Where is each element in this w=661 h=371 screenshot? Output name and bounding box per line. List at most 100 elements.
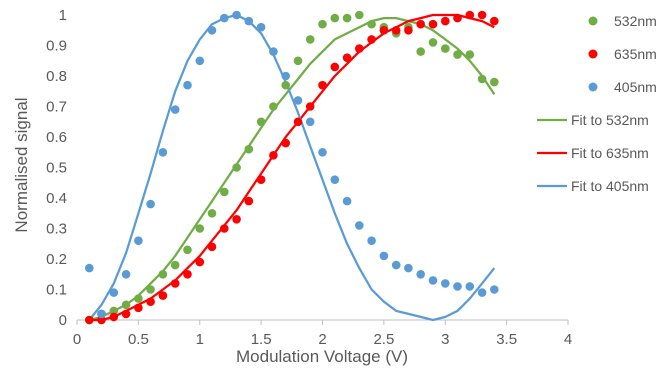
y-tick-label: 0.5 [46,160,67,177]
data-point-532nm [453,50,462,59]
data-point-532nm [330,13,340,23]
data-point-635nm [490,16,499,26]
data-point-635nm [134,303,143,313]
series-line-fit-to-405nm [88,13,496,322]
y-tick-label: 0.6 [46,129,67,146]
data-point-532nm [121,300,131,310]
data-point-405nm [465,282,475,291]
data-point-405nm [121,270,131,279]
x-tick-label: 1.5 [251,331,272,348]
data-point-532nm [441,44,450,53]
data-point-635nm [379,26,389,35]
x-tick-label: 2.5 [373,331,394,348]
data-point-635nm [465,10,475,20]
legend-label: 635nm [614,46,657,62]
data-point-405nm [244,16,254,26]
data-point-532nm [465,50,475,59]
data-point-405nm [97,309,106,319]
data-point-405nm [269,47,278,56]
data-point-405nm [477,288,487,297]
data-point-635nm [428,19,438,29]
data-point-532nm [269,102,278,111]
data-point-532nm [318,19,327,29]
data-point-532nm [305,35,315,44]
data-point-532nm [355,10,364,20]
data-point-635nm [305,102,315,111]
data-point-635nm [207,242,217,252]
y-axis-title: Normalised signal [12,97,31,232]
data-point-405nm [453,282,462,291]
data-point-405nm [416,270,426,279]
data-point-405nm [195,56,205,66]
data-point-405nm [109,288,119,297]
x-tick-label: 1 [196,331,204,348]
data-point-635nm [477,10,487,20]
data-point-635nm [342,53,352,62]
data-point-635nm [146,297,155,307]
data-point-405nm [367,236,376,245]
series-line-fit-to-532nm [89,16,496,322]
data-point-532nm [416,47,426,56]
data-point-532nm [490,77,499,87]
data-point-532nm [134,294,143,303]
data-point-532nm [220,187,229,197]
data-point-635nm [109,312,119,322]
y-tick-label: 0.7 [46,99,67,116]
legend-marker [588,49,598,59]
data-point-405nm [428,276,438,285]
y-tick-label: 0.1 [46,282,67,299]
y-tick-label: 0 [59,312,67,329]
data-point-405nm [404,263,413,273]
data-point-635nm [97,315,106,325]
data-point-635nm [85,315,94,325]
y-tick-label: 0.9 [46,38,67,55]
data-point-405nm [232,10,241,20]
legend: 532nm 635nm 405nm Fit to 532nm Fit to 635nm F… [537,13,657,194]
data-point-635nm [269,151,278,160]
data-point-635nm [355,44,364,53]
data-point-405nm [490,285,499,294]
data-point-405nm [391,260,401,270]
data-point-635nm [293,117,303,127]
data-point-405nm [220,13,229,23]
data-point-635nm [121,309,131,319]
data-point-405nm [330,175,340,184]
data-point-405nm [305,117,315,127]
data-point-635nm [404,26,413,35]
data-point-532nm [232,163,241,172]
data-point-532nm [109,306,119,316]
data-point-635nm [170,279,180,288]
data-point-532nm [256,117,266,127]
data-point-405nm [146,199,155,209]
data-point-405nm [441,279,450,288]
plot-area [85,10,499,325]
data-point-635nm [256,175,266,184]
x-tick-label: 0 [73,331,81,348]
axes: 0 0.5 1 1.5 2 2.5 3 3.5 4 0 0.1 0.2 0.3 0.4 0.5 0.6 0.7 0… [46,7,572,348]
data-point-532nm [146,285,155,294]
data-point-532nm [195,224,205,233]
data-point-635nm [453,13,462,23]
data-point-405nm [170,105,180,114]
data-point-532nm [342,13,352,23]
x-tick-label: 2 [318,331,326,348]
legend-marker [588,82,598,92]
data-point-635nm [244,196,254,206]
data-point-405nm [355,221,364,230]
data-point-635nm [220,224,229,233]
data-point-405nm [158,148,168,157]
data-point-405nm [318,148,327,157]
data-point-532nm [207,209,217,218]
data-point-635nm [183,270,192,279]
data-point-635nm [281,138,291,148]
y-tick-label: 0.2 [46,251,67,268]
x-tick-label: 3 [441,331,449,348]
data-point-405nm [342,196,352,206]
y-tick-label: 0.8 [46,68,67,85]
data-point-405nm [379,251,389,261]
data-point-635nm [367,35,376,44]
x-axis-title: Modulation Voltage (V) [236,347,408,366]
data-point-405nm [293,96,303,105]
data-point-405nm [256,22,266,32]
